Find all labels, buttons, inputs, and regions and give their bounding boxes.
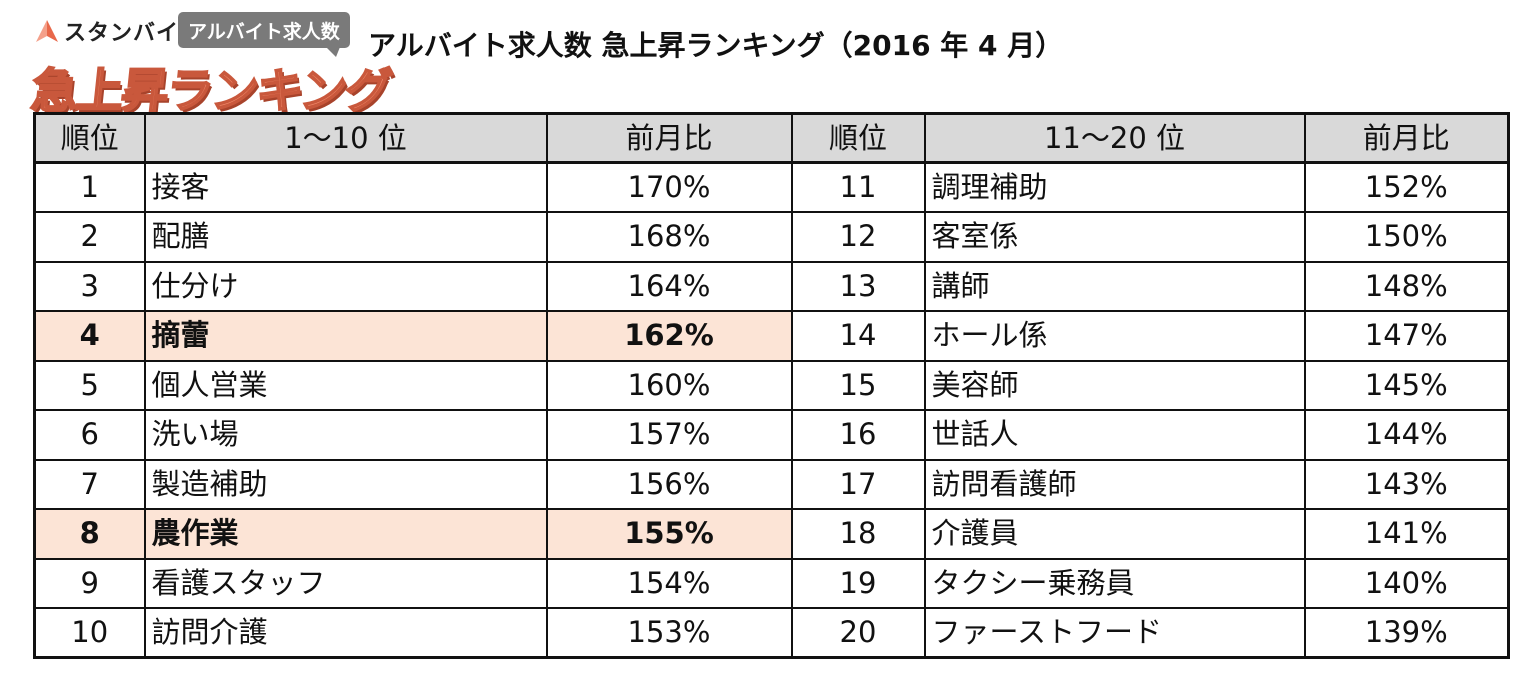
logo-mark-icon (36, 20, 58, 42)
job-cell: ホール係 (923, 310, 1306, 362)
job-cell: 介護員 (923, 508, 1306, 560)
ratio-cell: 147% (1303, 310, 1510, 362)
ratio-cell: 152% (1303, 161, 1510, 213)
rank-cell: 7 (33, 458, 146, 510)
job-cell: 客室係 (923, 211, 1306, 263)
rank-cell: 13 (790, 260, 926, 312)
speech-tail-icon (325, 47, 340, 57)
table-row: 5 個人営業 160% 15 美容師 145% (33, 359, 1510, 411)
header-group-right: 11～20 位 (923, 112, 1306, 164)
rank-cell: 4 (33, 310, 146, 362)
job-cell: タクシー乗務員 (923, 557, 1306, 609)
job-cell: 訪問介護 (143, 607, 548, 659)
logo-tag-text: アルバイト求人数 (188, 20, 340, 43)
header-ratio-right: 前月比 (1303, 112, 1510, 164)
rank-cell: 17 (790, 458, 926, 510)
job-cell: 美容師 (923, 359, 1306, 411)
stanby-logo: スタンバイ アルバイト求人数 急上昇ランキング (28, 8, 394, 120)
job-cell: 製造補助 (143, 458, 548, 510)
table-row: 1 接客 170% 11 調理補助 152% (33, 161, 1510, 213)
job-cell: ファーストフード (923, 607, 1306, 659)
ratio-cell: 157% (545, 409, 793, 461)
job-cell: 摘蕾 (143, 310, 548, 362)
table-row: 8 農作業 155% 18 介護員 141% (33, 508, 1510, 560)
job-cell: 訪問看護師 (923, 458, 1306, 510)
ranking-body: 1 接客 170% 11 調理補助 152% 2 配膳 168% 12 客室係 150% 3 仕分け 164… (33, 161, 1510, 659)
table-row: 9 看護スタッフ 154% 19 タクシー乗務員 140% (33, 557, 1510, 609)
rank-cell: 10 (33, 607, 146, 659)
ratio-cell: 170% (545, 161, 793, 213)
logo-main-text: 急上昇ランキング (28, 63, 394, 120)
job-cell: 接客 (143, 161, 548, 213)
header-rank-right: 順位 (790, 112, 926, 164)
ratio-cell: 139% (1303, 607, 1510, 659)
table-row: 6 洗い場 157% 16 世話人 144% (33, 409, 1510, 461)
ratio-cell: 162% (545, 310, 793, 362)
table-header-row: 順位 1～10 位 前月比 順位 11～20 位 前月比 (33, 112, 1510, 164)
job-cell: 農作業 (143, 508, 548, 560)
ranking-table: 順位 1～10 位 前月比 順位 11～20 位 前月比 1 接客 170% 11 調理… (33, 112, 1510, 659)
rank-cell: 5 (33, 359, 146, 411)
rank-cell: 2 (33, 211, 146, 263)
ratio-cell: 141% (1303, 508, 1510, 560)
job-cell: 講師 (923, 260, 1306, 312)
job-cell: 看護スタッフ (143, 557, 548, 609)
ratio-cell: 153% (545, 607, 793, 659)
ratio-cell: 168% (545, 211, 793, 263)
rank-cell: 3 (33, 260, 146, 312)
rank-cell: 8 (33, 508, 146, 560)
ratio-cell: 143% (1303, 458, 1510, 510)
ratio-cell: 155% (545, 508, 793, 560)
ratio-cell: 144% (1303, 409, 1510, 461)
job-cell: 調理補助 (923, 161, 1306, 213)
ratio-cell: 150% (1303, 211, 1510, 263)
rank-cell: 1 (33, 161, 146, 213)
job-cell: 配膳 (143, 211, 548, 263)
rank-cell: 14 (790, 310, 926, 362)
job-cell: 個人営業 (143, 359, 548, 411)
rank-cell: 11 (790, 161, 926, 213)
rank-cell: 20 (790, 607, 926, 659)
ratio-cell: 154% (545, 557, 793, 609)
header-rank-left: 順位 (33, 112, 146, 164)
table-row: 4 摘蕾 162% 14 ホール係 147% (33, 310, 1510, 362)
job-cell: 世話人 (923, 409, 1306, 461)
rank-cell: 16 (790, 409, 926, 461)
header-ratio-left: 前月比 (545, 112, 793, 164)
rank-cell: 15 (790, 359, 926, 411)
job-cell: 仕分け (143, 260, 548, 312)
rank-cell: 12 (790, 211, 926, 263)
rank-cell: 18 (790, 508, 926, 560)
table-row: 10 訪問介護 153% 20 ファーストフード 139% (33, 607, 1510, 659)
page-title: アルバイト求人数 急上昇ランキング（2016 年 4 月） (368, 29, 1064, 62)
rank-cell: 9 (33, 557, 146, 609)
logo-brand-text: スタンバイ (64, 21, 180, 46)
ratio-cell: 156% (545, 458, 793, 510)
logo-brand-row: スタンバイ (34, 14, 179, 48)
logo-tag-badge: アルバイト求人数 (178, 12, 350, 57)
rank-cell: 19 (790, 557, 926, 609)
ratio-cell: 160% (545, 359, 793, 411)
rank-cell: 6 (33, 409, 146, 461)
table-row: 2 配膳 168% 12 客室係 150% (33, 211, 1510, 263)
ratio-cell: 145% (1303, 359, 1510, 411)
job-cell: 洗い場 (143, 409, 548, 461)
header-group-left: 1～10 位 (143, 112, 548, 164)
ratio-cell: 164% (545, 260, 793, 312)
table-row: 7 製造補助 156% 17 訪問看護師 143% (33, 458, 1510, 510)
ratio-cell: 148% (1303, 260, 1510, 312)
ratio-cell: 140% (1303, 557, 1510, 609)
table-row: 3 仕分け 164% 13 講師 148% (33, 260, 1510, 312)
